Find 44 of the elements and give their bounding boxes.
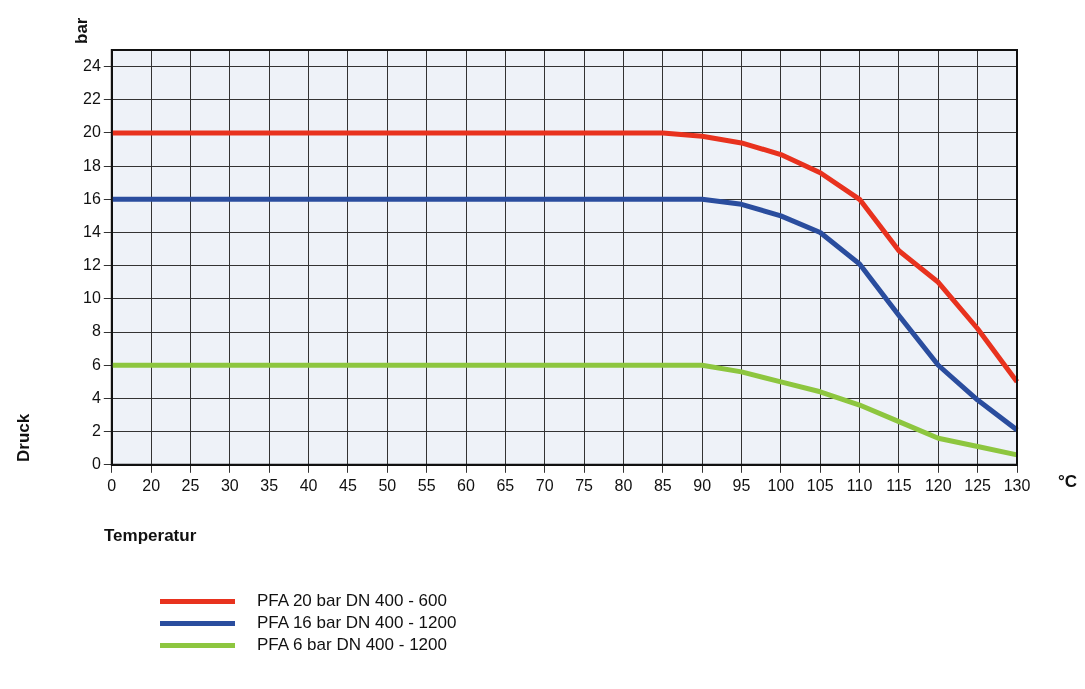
y-axis-title: Druck	[14, 413, 34, 462]
x-tick-label: 40	[299, 476, 318, 494]
x-tick-label: 0	[107, 476, 117, 494]
x-tick-label: 65	[496, 476, 515, 494]
x-tick-label: 25	[181, 476, 200, 494]
x-tick-label: 110	[846, 476, 873, 494]
x-tick-label: 95	[732, 476, 751, 494]
y-tick-label: 4	[91, 388, 101, 406]
y-tick-label: 20	[83, 123, 101, 141]
text: bar	[72, 17, 92, 44]
x-tick-label: 60	[457, 476, 476, 494]
x-tick-label: 55	[417, 476, 436, 494]
x-tick-label: 35	[260, 476, 279, 494]
y-tick-label: 16	[83, 189, 101, 207]
x-tick-label: 70	[535, 476, 554, 494]
x-tick-label: 120	[924, 476, 952, 494]
y-tick-label: 2	[91, 422, 101, 440]
x-tick-label: 50	[378, 476, 397, 494]
y-tick-label: 18	[83, 156, 101, 174]
y-tick-label: 10	[83, 289, 101, 307]
x-tick-label: 115	[886, 476, 912, 494]
x-tick-label: 20	[142, 476, 161, 494]
x-tick-label: 105	[806, 476, 834, 494]
y-tick-label: 22	[83, 90, 101, 108]
text: °C	[1058, 472, 1078, 492]
x-tick-label: 30	[220, 476, 239, 494]
x-tick-label: 130	[1003, 476, 1031, 494]
x-tick-label: 85	[653, 476, 672, 494]
y-tick-label: 6	[91, 355, 101, 373]
y-tick-label: 14	[83, 222, 101, 240]
x-tick-label: 75	[575, 476, 594, 494]
x-tick-label: 100	[767, 476, 795, 494]
x-tick-label: 80	[614, 476, 633, 494]
y-tick-label: 24	[83, 57, 101, 74]
legend-label: PFA 16 bar DN 400 - 1200	[257, 613, 457, 633]
y-tick-label: 8	[91, 322, 101, 340]
y-tick-label: 12	[83, 256, 101, 274]
x-tick-label: 125	[964, 476, 992, 494]
y-tick-label: 0	[91, 455, 101, 473]
legend-label: PFA 20 bar DN 400 - 600	[257, 591, 447, 611]
x-tick-label: 45	[339, 476, 357, 494]
x-axis-title: Temperatur	[104, 526, 197, 546]
x-tick-label: 90	[693, 476, 712, 494]
legend-label: PFA 6 bar DN 400 - 1200	[257, 635, 447, 655]
